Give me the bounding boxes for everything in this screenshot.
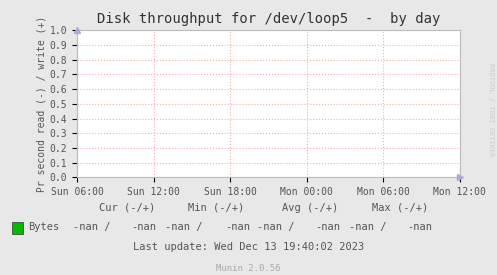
Text: Avg (-/+): Avg (-/+) [282,203,339,213]
Title: Disk throughput for /dev/loop5  -  by day: Disk throughput for /dev/loop5 - by day [97,12,440,26]
Text: Bytes: Bytes [28,222,60,232]
Text: -nan /: -nan / [165,222,203,232]
Text: Min (-/+): Min (-/+) [188,203,245,213]
Text: -nan: -nan [316,222,340,232]
Text: Cur (-/+): Cur (-/+) [98,203,155,213]
Text: -nan /: -nan / [349,222,387,232]
Text: -nan: -nan [225,222,250,232]
Text: Last update: Wed Dec 13 19:40:02 2023: Last update: Wed Dec 13 19:40:02 2023 [133,243,364,252]
Text: -nan: -nan [408,222,432,232]
Text: -nan /: -nan / [257,222,295,232]
Text: Munin 2.0.56: Munin 2.0.56 [216,264,281,273]
Text: -nan: -nan [132,222,157,232]
Text: Max (-/+): Max (-/+) [372,203,428,213]
Text: -nan /: -nan / [73,222,111,232]
Y-axis label: Pr second read (-) / write (+): Pr second read (-) / write (+) [37,16,47,192]
Text: RRDTOOL / TOBI OETIKER: RRDTOOL / TOBI OETIKER [488,63,494,157]
